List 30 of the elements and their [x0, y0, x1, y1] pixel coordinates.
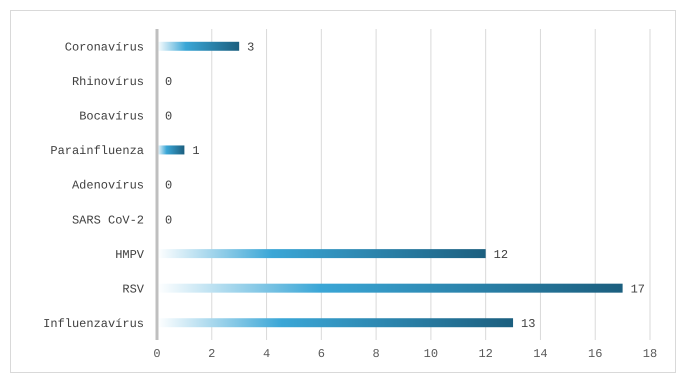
data-label: 0	[165, 110, 172, 124]
bar	[157, 145, 184, 154]
x-tick-label: 14	[533, 347, 548, 361]
x-tick-label: 0	[153, 347, 161, 361]
data-label: 17	[630, 282, 646, 296]
y-tick-label: SARS CoV-2	[72, 213, 144, 228]
data-label: 3	[247, 40, 254, 54]
x-tick-label: 4	[262, 347, 270, 361]
y-tick-label: Influenzavírus	[43, 316, 144, 331]
y-tick-label: Adenovírus	[72, 178, 144, 193]
data-label: 0	[165, 75, 172, 90]
bar	[157, 42, 240, 51]
y-tick-label: Coronavírus	[64, 40, 144, 54]
y-tick-label: RSV	[122, 282, 145, 296]
x-tick-label: 2	[208, 347, 216, 361]
y-tick-label: Rhinovírus	[72, 75, 144, 90]
x-tick-label: 6	[318, 347, 325, 361]
x-tick-label: 8	[372, 347, 380, 361]
x-tick-label: 12	[478, 347, 493, 361]
y-tick-label: HMPV	[115, 248, 145, 262]
y-tick-label: Parainfluenza	[50, 144, 144, 158]
data-label: 0	[165, 213, 172, 228]
data-label: 1	[192, 144, 200, 158]
data-label: 0	[165, 178, 172, 193]
x-tick-label: 18	[642, 347, 658, 361]
data-label: 12	[494, 248, 508, 262]
data-label: 13	[521, 316, 536, 331]
y-tick-label: Bocavírus	[79, 110, 144, 124]
x-tick-label: 10	[424, 347, 438, 361]
x-tick-label: 16	[588, 347, 602, 361]
